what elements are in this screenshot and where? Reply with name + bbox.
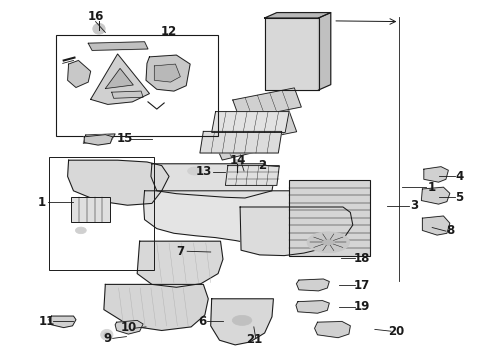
Polygon shape bbox=[49, 316, 76, 328]
Bar bbox=[71, 197, 110, 222]
Ellipse shape bbox=[307, 232, 349, 253]
Ellipse shape bbox=[322, 239, 334, 245]
Text: 20: 20 bbox=[388, 325, 404, 338]
Ellipse shape bbox=[188, 167, 202, 175]
Polygon shape bbox=[216, 135, 269, 160]
Polygon shape bbox=[91, 54, 149, 104]
Text: 18: 18 bbox=[353, 252, 370, 265]
Polygon shape bbox=[88, 42, 148, 50]
Polygon shape bbox=[315, 321, 350, 338]
Text: 1: 1 bbox=[38, 196, 46, 209]
Polygon shape bbox=[318, 13, 331, 90]
Text: 12: 12 bbox=[161, 25, 177, 38]
Polygon shape bbox=[105, 68, 133, 89]
Polygon shape bbox=[223, 111, 296, 145]
Text: 9: 9 bbox=[104, 332, 112, 345]
Polygon shape bbox=[296, 301, 329, 313]
Text: 17: 17 bbox=[353, 279, 370, 292]
Polygon shape bbox=[211, 299, 273, 345]
Text: 7: 7 bbox=[176, 245, 184, 258]
Bar bbox=[49, 157, 154, 270]
Polygon shape bbox=[212, 112, 289, 132]
Bar bbox=[234, 159, 240, 163]
Text: 10: 10 bbox=[120, 321, 137, 334]
Text: 6: 6 bbox=[198, 315, 206, 328]
Text: 16: 16 bbox=[87, 10, 104, 23]
Text: 4: 4 bbox=[456, 170, 464, 183]
Text: 1: 1 bbox=[428, 181, 436, 194]
Polygon shape bbox=[112, 91, 143, 98]
Text: 2: 2 bbox=[258, 159, 266, 172]
Polygon shape bbox=[137, 241, 223, 287]
Text: 14: 14 bbox=[229, 154, 246, 167]
Ellipse shape bbox=[104, 332, 110, 338]
Polygon shape bbox=[146, 55, 190, 91]
Polygon shape bbox=[144, 191, 348, 246]
Polygon shape bbox=[265, 18, 318, 90]
Ellipse shape bbox=[75, 227, 86, 234]
Polygon shape bbox=[265, 13, 331, 18]
Polygon shape bbox=[240, 207, 353, 256]
Polygon shape bbox=[104, 284, 208, 330]
Ellipse shape bbox=[101, 329, 113, 340]
Polygon shape bbox=[422, 216, 450, 235]
Polygon shape bbox=[296, 279, 329, 291]
Polygon shape bbox=[68, 160, 169, 205]
Text: 5: 5 bbox=[456, 191, 464, 204]
Text: 19: 19 bbox=[353, 300, 370, 313]
Polygon shape bbox=[83, 134, 115, 143]
Polygon shape bbox=[225, 166, 279, 185]
Polygon shape bbox=[154, 64, 180, 82]
Polygon shape bbox=[151, 164, 274, 198]
Bar bbox=[289, 180, 370, 256]
Polygon shape bbox=[421, 187, 450, 204]
Polygon shape bbox=[233, 88, 301, 119]
Polygon shape bbox=[84, 135, 113, 145]
Ellipse shape bbox=[93, 23, 105, 34]
Text: 13: 13 bbox=[195, 165, 212, 178]
Polygon shape bbox=[200, 131, 282, 153]
Polygon shape bbox=[68, 60, 91, 87]
Polygon shape bbox=[424, 167, 448, 182]
Text: 15: 15 bbox=[117, 132, 133, 145]
Text: 3: 3 bbox=[410, 199, 418, 212]
Text: 21: 21 bbox=[245, 333, 262, 346]
Polygon shape bbox=[115, 320, 143, 334]
Ellipse shape bbox=[232, 315, 252, 325]
Text: 8: 8 bbox=[447, 224, 455, 237]
Bar bbox=[56, 35, 218, 136]
Text: 11: 11 bbox=[38, 315, 55, 328]
